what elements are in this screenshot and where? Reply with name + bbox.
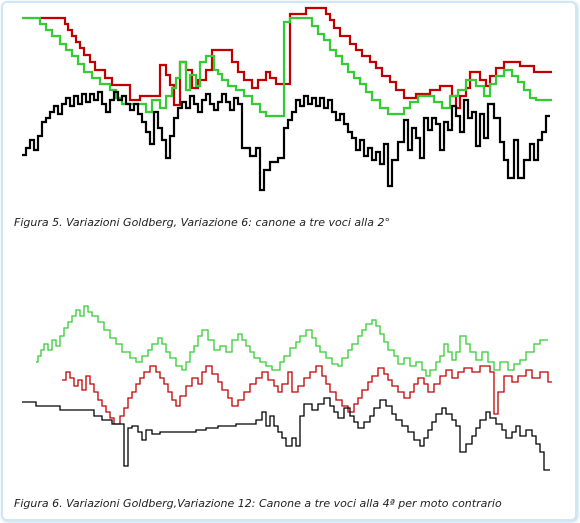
figure-5-caption: Figura 5. Variazioni Goldberg, Variazion… bbox=[14, 216, 390, 229]
series-green-voice-line bbox=[22, 16, 552, 118]
chart-variazione-6 bbox=[22, 6, 552, 192]
series-black-voice-line bbox=[22, 90, 550, 192]
series-green-voice-line bbox=[36, 305, 548, 377]
chart-variazione-12 bbox=[22, 305, 552, 471]
figure-6-caption: Figura 6. Variazioni Goldberg,Variazione… bbox=[14, 497, 502, 510]
series-black-voice-line bbox=[22, 397, 550, 471]
series-red-voice-line bbox=[62, 365, 552, 425]
